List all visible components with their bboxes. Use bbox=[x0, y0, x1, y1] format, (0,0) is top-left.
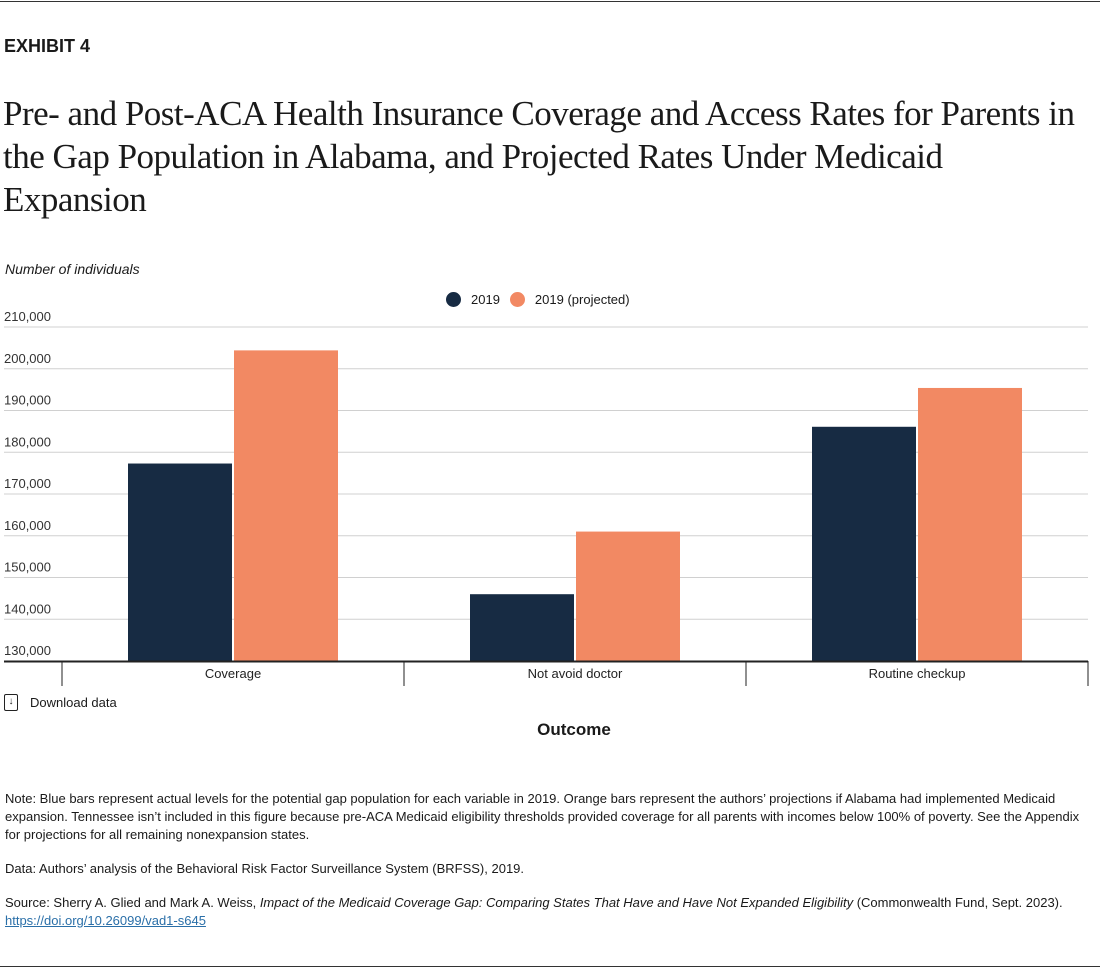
y-tick-label: 170,000 bbox=[4, 476, 51, 491]
x-tick-label: Coverage bbox=[205, 666, 261, 681]
y-tick-label: 150,000 bbox=[4, 560, 51, 575]
legend-label: 2019 bbox=[471, 292, 500, 307]
bar-projected bbox=[918, 387, 1022, 661]
y-tick-label: 160,000 bbox=[4, 518, 51, 533]
legend-label: 2019 (projected) bbox=[534, 292, 630, 307]
note-text: Note: Blue bars represent actual levels … bbox=[5, 791, 1080, 842]
bar-actual bbox=[128, 463, 232, 661]
top-rule bbox=[0, 1, 1100, 2]
y-tick-label: 210,000 bbox=[4, 309, 51, 324]
legend: 2019 2019 (projected) bbox=[446, 292, 640, 307]
download-icon: ↓ bbox=[4, 694, 18, 711]
y-tick-label: 180,000 bbox=[4, 434, 51, 449]
bottom-rule bbox=[0, 966, 1100, 967]
bar-projected bbox=[234, 350, 338, 661]
y-tick-label: 130,000 bbox=[4, 643, 51, 658]
doi-link[interactable]: https://doi.org/10.26099/vad1-s645 bbox=[5, 913, 206, 928]
bar-chart: 130,000 140,000 150,000 160,000 170,000 180,0… bbox=[4, 309, 1089, 686]
bar-projected bbox=[576, 531, 680, 661]
legend-swatch bbox=[446, 292, 461, 307]
y-tick-label: 200,000 bbox=[4, 351, 51, 366]
y-axis-label: Number of individuals bbox=[5, 261, 140, 277]
y-tick-label: 140,000 bbox=[4, 601, 51, 616]
notes: Note: Blue bars represent actual levels … bbox=[5, 790, 1095, 946]
download-label: Download data bbox=[30, 695, 117, 710]
source-prefix: Source: Sherry A. Glied and Mark A. Weis… bbox=[5, 895, 260, 910]
legend-item-projected: 2019 (projected) bbox=[509, 292, 630, 307]
legend-swatch bbox=[509, 292, 525, 307]
source-suffix: (Commonwealth Fund, Sept. 2023). bbox=[853, 895, 1063, 910]
bar-actual bbox=[812, 426, 916, 661]
x-tick-label: Routine checkup bbox=[869, 666, 966, 681]
x-tick-label: Not avoid doctor bbox=[528, 666, 623, 681]
data-source-text: Data: Authors’ analysis of the Behaviora… bbox=[5, 861, 525, 876]
legend-item-2019: 2019 bbox=[446, 292, 500, 307]
exhibit-label: EXHIBIT 4 bbox=[4, 36, 91, 56]
chart-title: Pre- and Post-ACA Health Insurance Cover… bbox=[3, 94, 1075, 219]
download-data-button[interactable]: ↓ Download data bbox=[4, 694, 117, 711]
source-title: Impact of the Medicaid Coverage Gap: Com… bbox=[259, 895, 854, 910]
x-axis-title: Outcome bbox=[537, 720, 611, 739]
y-tick-label: 190,000 bbox=[4, 393, 51, 408]
bar-actual bbox=[470, 594, 574, 661]
source-citation: Source: Sherry A. Glied and Mark A. Weis… bbox=[5, 894, 1095, 930]
